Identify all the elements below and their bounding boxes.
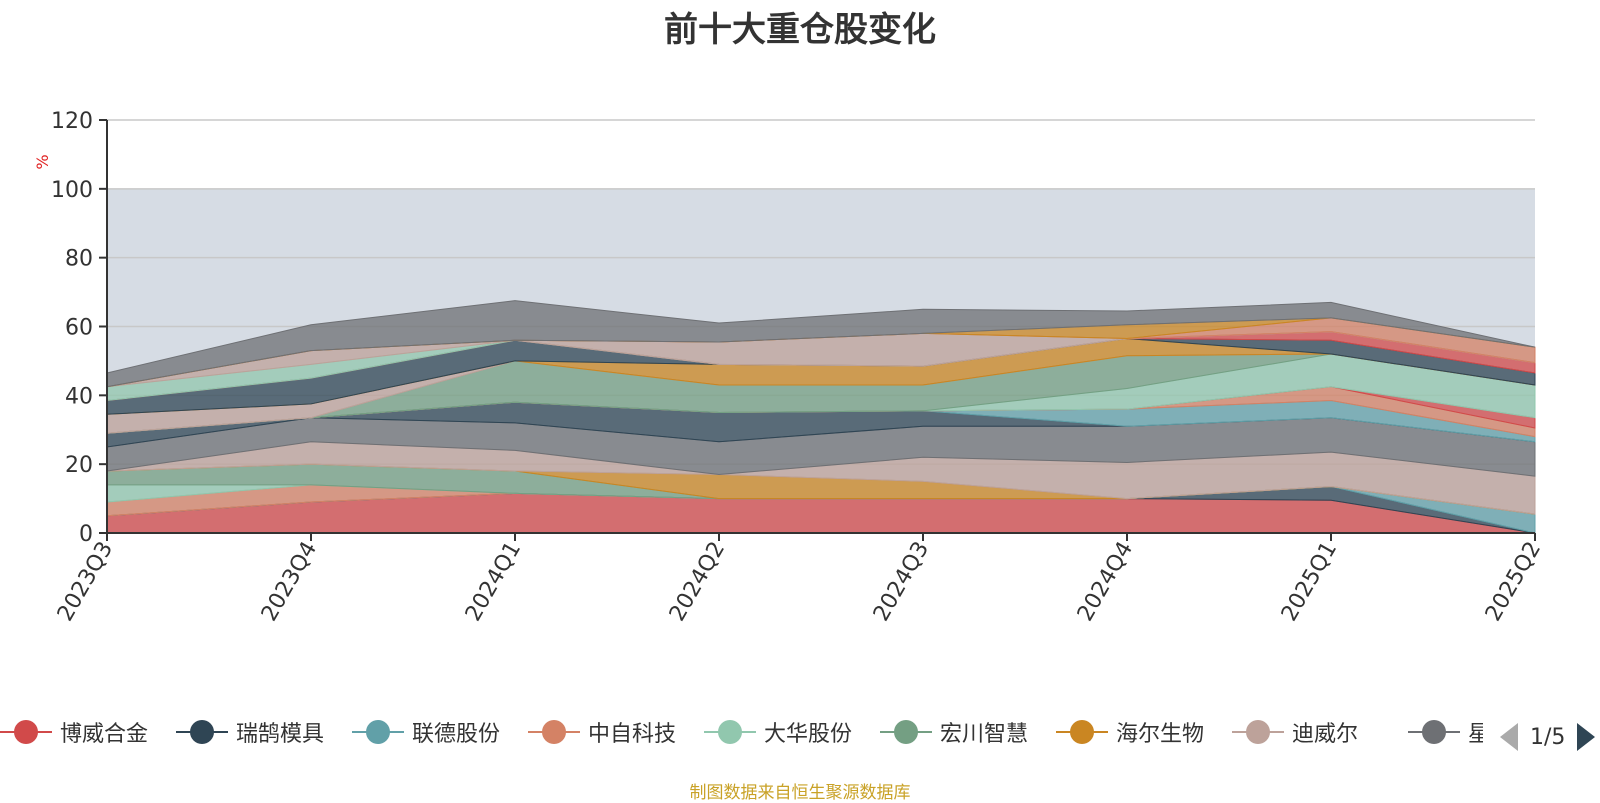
y-tick-label: 20 [65,453,93,478]
y-tick-label: 80 [65,247,93,272]
legend-label: 大华股份 [764,722,853,747]
y-tick-label: 120 [51,109,93,134]
area-series-23 [106,300,1536,388]
x-tick-label: 2023Q4 [257,538,322,626]
legend-label: 瑞鹄模具 [236,722,325,747]
x-tick-label: 2025Q2 [1481,538,1546,626]
legend-swatch-dot [1070,720,1094,744]
legend-item[interactable]: 中自科技 [528,712,676,752]
legend-label: 联德股份 [412,722,501,747]
legend-swatch-dot [894,720,918,744]
legend-pager: 1/5 [1500,722,1596,752]
legend-label: 星宇股份 [1468,722,1483,747]
legend-swatch-icon [0,720,52,744]
x-tick-label: 2023Q3 [53,538,118,626]
legend-item[interactable]: 博威合金 [0,712,148,752]
y-tick-label: 0 [79,522,93,547]
legend-swatch-dot [366,720,390,744]
legend-swatch-icon [176,720,228,744]
legend-swatch-icon [1232,720,1284,744]
legend-swatch-icon [352,720,404,744]
x-tick-label: 2025Q1 [1277,538,1342,626]
legend: 博威合金 瑞鹄模具 联德股份 中自科技 大华股份 宏川智慧 海尔生物 迪威尔 星宇股份 [0,712,1600,752]
x-tick-label: 2024Q4 [1073,538,1138,626]
y-tick-label: 40 [65,384,93,409]
legend-item[interactable]: 迪威尔 [1232,712,1358,752]
legend-item[interactable]: 海尔生物 [1056,712,1204,752]
legend-item[interactable]: 联德股份 [352,712,500,752]
legend-label: 宏川智慧 [940,722,1029,747]
legend-items-container: 博威合金 瑞鹄模具 联德股份 中自科技 大华股份 宏川智慧 海尔生物 迪威尔 星宇股份 [0,712,1483,752]
legend-swatch-dot [1246,720,1270,744]
legend-swatch-dot [14,720,38,744]
y-axis-unit: % [33,154,52,169]
data-source-note: 制图数据来自恒生聚源数据库 [689,783,911,803]
legend-swatch-dot [1422,720,1446,744]
legend-next-arrow-icon[interactable] [1577,723,1596,751]
legend-swatch-dot [542,720,566,744]
chart-title: 前十大重仓股变化 [664,10,936,50]
legend-swatch-icon [528,720,580,744]
legend-swatch-dot [190,720,214,744]
legend-swatch-dot [718,720,742,744]
legend-label: 海尔生物 [1116,722,1205,747]
legend-label: 迪威尔 [1292,722,1359,747]
legend-label: 博威合金 [60,722,149,747]
legend-swatch-icon [1408,720,1460,744]
legend-item[interactable]: 大华股份 [704,712,852,752]
legend-swatch-icon [1056,720,1108,744]
legend-item[interactable]: 宏川智慧 [880,712,1028,752]
legend-swatch-icon [880,720,932,744]
x-tick-label: 2024Q1 [461,538,526,626]
legend-page-indicator: 1/5 [1530,724,1566,750]
legend-swatch-icon [704,720,756,744]
x-tick-label: 2024Q2 [665,538,730,626]
y-tick-label: 100 [51,178,93,203]
legend-item[interactable]: 瑞鹄模具 [176,712,324,752]
x-tick-label: 2024Q3 [869,538,934,626]
legend-item[interactable]: 星宇股份 [1408,712,1483,752]
legend-prev-arrow-icon[interactable] [1500,723,1518,751]
y-tick-label: 60 [65,316,93,341]
legend-label: 中自科技 [588,722,677,747]
